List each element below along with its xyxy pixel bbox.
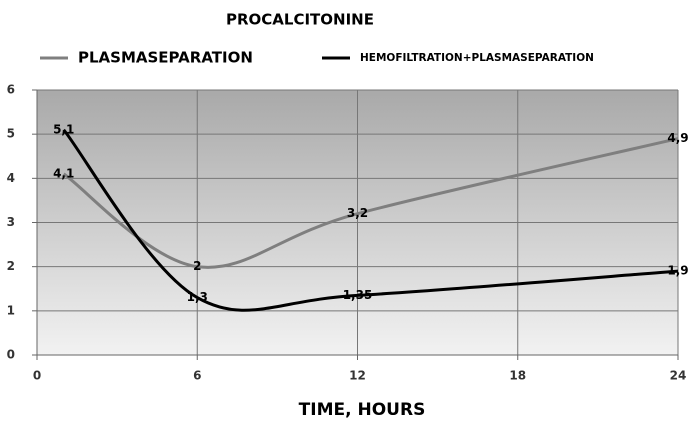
data-label: 4,1 <box>53 166 74 180</box>
data-label: 1,9 <box>667 264 688 278</box>
y-tick-label: 0 <box>7 348 15 362</box>
data-label: 1,3 <box>187 290 208 304</box>
y-tick-label: 3 <box>7 215 15 229</box>
x-tick-label: 6 <box>193 369 201 383</box>
x-tick-label: 24 <box>670 369 687 383</box>
chart-title: PROCALCITONINE <box>226 11 374 29</box>
legend-label: HEMOFILTRATION+PLASMASEPARATION <box>360 52 594 64</box>
data-label: 4,9 <box>667 131 688 145</box>
x-tick-label: 18 <box>509 369 526 383</box>
legend-label: PLASMASEPARATION <box>78 49 253 67</box>
data-label: 1,35 <box>343 288 373 302</box>
x-tick-label: 12 <box>349 369 366 383</box>
x-axis-label: TIME, HOURS <box>299 400 426 420</box>
data-label: 2 <box>193 259 201 273</box>
y-tick-label: 4 <box>7 171 15 185</box>
y-tick-label: 6 <box>7 83 15 97</box>
data-label: 5,1 <box>53 122 74 136</box>
data-label: 3,2 <box>347 206 368 220</box>
y-tick-label: 2 <box>7 259 15 273</box>
y-tick-label: 5 <box>7 127 15 141</box>
series-line <box>62 128 679 312</box>
series-line <box>62 137 679 269</box>
x-tick-label: 0 <box>33 369 41 383</box>
y-tick-label: 1 <box>7 303 15 317</box>
